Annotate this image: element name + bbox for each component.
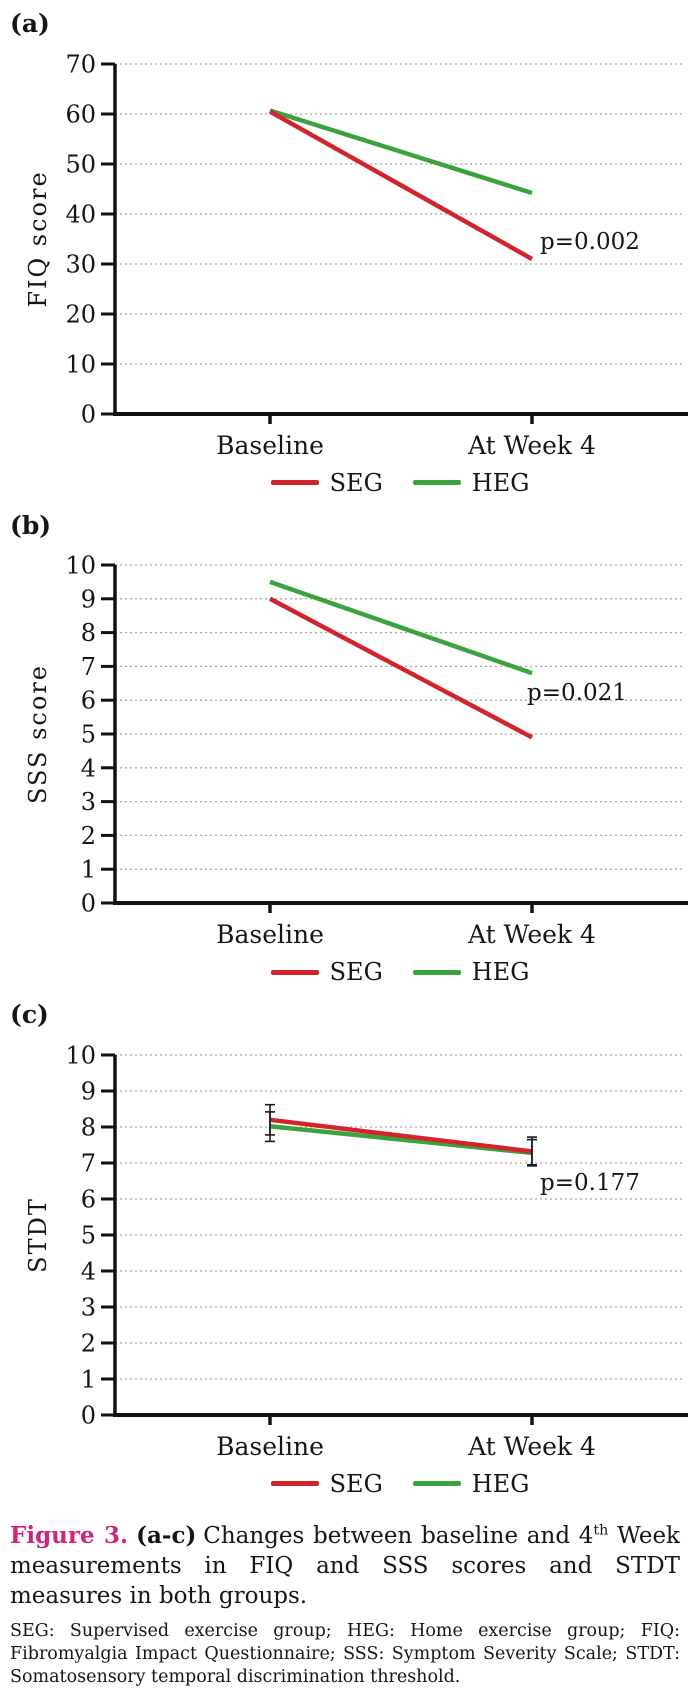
p-value-annotation: p=0.177 — [540, 1170, 640, 1196]
x-tick-label: At Week 4 — [467, 1432, 596, 1461]
caption-label: Figure 3. — [10, 1521, 129, 1549]
y-tick-label: 2 — [81, 1329, 96, 1357]
caption-main: Figure 3. (a-c) Changes between baseline a… — [10, 1521, 680, 1612]
chart-b: 0 1 2 3 4 5 6 7 8 9 10 Baseline At Week 4 p=0.021 SSS … — [24, 552, 688, 949]
y-tick-label: 8 — [81, 1113, 96, 1141]
panel-a: (a) 0 10 20 30 40 50 60 70 Baseline At Week 4 p=0.… — [0, 0, 690, 500]
heg-line — [269, 1123, 533, 1155]
seg-legend-swatch — [270, 480, 319, 485]
heg-legend-item: HEG — [412, 958, 530, 986]
heg-line — [269, 579, 533, 676]
x-tick-label: At Week 4 — [467, 431, 596, 460]
seg-legend-label: SEG — [329, 1469, 383, 1498]
y-tick-label: 1 — [81, 1365, 96, 1393]
y-axis-title: FIQ score — [24, 170, 52, 307]
y-tick-label: 5 — [81, 721, 96, 749]
heg-legend-label: HEG — [471, 468, 530, 497]
heg-legend-item: HEG — [412, 1469, 530, 1498]
x-tick-label: Baseline — [216, 431, 324, 460]
x-tick-label: At Week 4 — [467, 920, 596, 949]
heg-line — [269, 107, 533, 195]
y-tick-label: 3 — [81, 1293, 96, 1321]
y-tick-label: 6 — [81, 1185, 96, 1213]
panel-c: (c) 0 1 2 3 4 5 6 7 8 9 10 Baseline At Week 4 p=0.177… — [0, 989, 690, 1501]
y-tick-label: 1 — [81, 856, 96, 884]
caption-range: (a-c) — [136, 1521, 197, 1549]
seg-line — [268, 109, 534, 261]
caption-note: SEG: Supervised exercise group; HEG: Hom… — [10, 1620, 680, 1687]
y-tick-label: 40 — [65, 200, 96, 228]
caption-text-1: Changes between baseline and 4 — [203, 1522, 594, 1549]
seg-line — [268, 596, 534, 740]
seg-legend-item: SEG — [270, 1469, 383, 1498]
y-tick-label: 30 — [65, 250, 96, 278]
heg-legend-label: HEG — [471, 1469, 530, 1498]
chart-b-host: 0 1 2 3 4 5 6 7 8 9 10 Baseline At Week 4 p=0.021 SSS … — [0, 543, 690, 955]
y-tick-label: 6 — [81, 687, 96, 715]
heg-legend-swatch — [412, 1481, 461, 1486]
y-tick-label: 7 — [81, 1149, 96, 1177]
chart-a-legend: SEG HEG — [115, 466, 685, 500]
seg-legend-item: SEG — [270, 958, 383, 986]
y-tick-label: 9 — [81, 1077, 96, 1105]
y-tick-label: 60 — [65, 100, 96, 128]
chart-c: 0 1 2 3 4 5 6 7 8 9 10 Baseline At Week 4 p=0.177 STDT — [24, 1041, 688, 1461]
y-axis-title: STDT — [24, 1197, 52, 1273]
y-tick-label: 4 — [81, 1257, 96, 1285]
seg-legend-label: SEG — [329, 468, 383, 497]
y-tick-label: 3 — [81, 788, 96, 816]
y-tick-label: 9 — [81, 585, 96, 613]
panel-a-label: (a) — [10, 9, 50, 38]
chart-a-host: 0 10 20 30 40 50 60 70 Baseline At Week 4 p=0.002 F… — [0, 42, 690, 466]
y-tick-label: 4 — [81, 754, 96, 782]
x-tick-label: Baseline — [216, 920, 324, 949]
seg-legend-swatch — [270, 969, 319, 975]
y-tick-label: 50 — [65, 150, 96, 178]
seg-legend-item: SEG — [270, 468, 383, 497]
y-tick-label: 5 — [81, 1221, 96, 1249]
y-tick-label: 20 — [65, 300, 96, 328]
p-value-annotation: p=0.002 — [540, 229, 640, 255]
y-tick-label: 0 — [81, 890, 96, 918]
seg-legend-label: SEG — [329, 958, 383, 986]
chart-c-host: 0 1 2 3 4 5 6 7 8 9 10 Baseline At Week 4 p=0.177 STDT — [0, 1033, 690, 1467]
heg-legend-item: HEG — [412, 468, 530, 497]
y-tick-label: 0 — [81, 400, 96, 428]
x-tick-label: Baseline — [216, 1432, 324, 1461]
seg-legend-swatch — [270, 1481, 319, 1486]
y-tick-label: 10 — [65, 552, 96, 580]
chart-c-legend: SEG HEG — [115, 1467, 685, 1501]
seg-line — [269, 1117, 533, 1154]
heg-legend-label: HEG — [471, 958, 530, 986]
panel-b-label: (b) — [10, 510, 52, 540]
panel-b: (b) 0 1 2 3 4 5 6 7 8 9 10 Baseline At Week 4 p=0.021… — [0, 500, 690, 990]
panel-c-label: (c) — [10, 1000, 49, 1029]
y-tick-label: 10 — [65, 1041, 96, 1069]
y-tick-label: 7 — [81, 653, 96, 681]
p-value-annotation: p=0.021 — [527, 680, 627, 706]
y-tick-label: 8 — [81, 619, 96, 647]
y-tick-label: 70 — [65, 50, 96, 78]
y-tick-label: 10 — [65, 350, 96, 378]
figure-caption: Figure 3. (a-c) Changes between baseline a… — [10, 1521, 680, 1689]
y-tick-label: 2 — [81, 822, 96, 850]
caption-superscript: th — [593, 1521, 609, 1538]
y-tick-label: 0 — [81, 1401, 96, 1429]
y-axis-title: SSS score — [24, 664, 52, 804]
heg-legend-swatch — [412, 969, 461, 975]
caption-text-2: Week measurements in FIQ and SSS scores … — [10, 1522, 680, 1610]
chart-a: 0 10 20 30 40 50 60 70 Baseline At Week 4 p=0.002 F… — [24, 50, 688, 460]
chart-b-legend: SEG HEG — [115, 955, 685, 989]
heg-legend-swatch — [412, 480, 461, 485]
